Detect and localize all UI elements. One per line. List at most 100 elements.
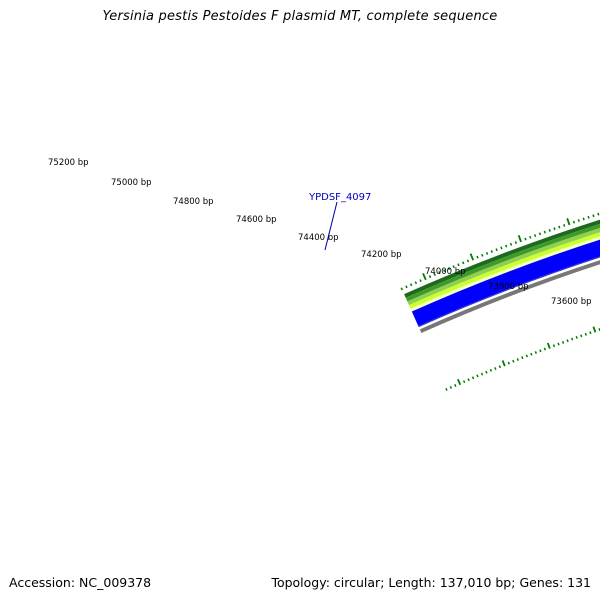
outer-minor-tick xyxy=(476,255,479,259)
outer-minor-tick xyxy=(505,244,508,248)
ring-yellow-green xyxy=(408,232,600,309)
accession-info: Accession: NC_009378 xyxy=(9,575,151,590)
inner-minor-tick xyxy=(489,368,493,372)
gene-label-ypdsf-4097[interactable]: YPDSF_4097 xyxy=(308,192,371,203)
tick-label: 74600 bp xyxy=(236,215,277,225)
outer-minor-tick xyxy=(481,253,484,257)
inner-minor-tick xyxy=(516,358,519,361)
inner-minor-tick xyxy=(530,352,533,356)
genes-label: Genes: xyxy=(519,575,564,590)
ring-pale-yellow xyxy=(410,236,600,312)
tick-label: 74200 bp xyxy=(361,250,402,260)
inner-minor-tick xyxy=(580,334,583,338)
inner-minor-tick xyxy=(449,386,453,389)
ring-light-green xyxy=(407,228,600,306)
outer-minor-tick xyxy=(534,234,537,237)
inner-minor-tick xyxy=(445,387,448,391)
outer-major-tick xyxy=(422,272,427,281)
inner-minor-tick xyxy=(454,384,457,387)
inner-minor-tick xyxy=(480,372,484,376)
inner-minor-tick xyxy=(543,347,547,351)
inner-minor-tick xyxy=(539,349,542,353)
inner-minor-tick xyxy=(552,344,556,348)
outer-minor-tick xyxy=(524,237,527,241)
inner-minor-tick xyxy=(507,361,510,365)
outer-minor-tick xyxy=(490,250,493,254)
inner-major-tick xyxy=(592,326,597,333)
ring-gray xyxy=(419,260,600,333)
ring-blue xyxy=(411,239,600,327)
outer-major-tick xyxy=(566,218,571,226)
ring-blue-edge xyxy=(418,256,600,328)
inner-ruler-ticks xyxy=(445,326,600,391)
inner-minor-tick xyxy=(557,342,560,346)
inner-major-tick xyxy=(457,378,462,386)
ring-outer-dark-green xyxy=(404,219,600,298)
outer-minor-tick xyxy=(582,217,585,221)
tick-label: 74400 bp xyxy=(298,233,339,243)
outer-minor-tick xyxy=(553,227,556,231)
outer-minor-tick xyxy=(419,279,422,283)
inner-minor-tick xyxy=(462,380,466,384)
outer-minor-tick xyxy=(577,219,580,222)
outer-minor-tick xyxy=(438,271,441,275)
inner-minor-tick xyxy=(467,378,470,382)
outer-minor-tick xyxy=(485,251,489,255)
inner-minor-tick xyxy=(476,374,479,378)
genes-value: 131 xyxy=(567,575,591,590)
topology-value: circular xyxy=(333,575,381,590)
feature-rings xyxy=(404,219,600,333)
outer-minor-tick xyxy=(538,232,542,236)
gene-callout[interactable]: YPDSF_4097 xyxy=(308,192,371,251)
inner-minor-tick xyxy=(525,354,528,358)
inner-minor-tick xyxy=(471,376,475,380)
outer-ruler-ticks xyxy=(400,212,600,291)
sequence-summary: Topology: circular; Length: 137,010 bp; … xyxy=(271,575,591,590)
outer-minor-tick xyxy=(543,230,546,234)
outer-minor-tick xyxy=(563,223,566,227)
inner-major-tick xyxy=(501,360,506,367)
outer-minor-tick xyxy=(414,281,418,285)
outer-minor-tick xyxy=(466,259,470,263)
ring-green xyxy=(405,223,600,302)
outer-minor-tick xyxy=(548,228,551,232)
outer-minor-tick xyxy=(433,273,436,277)
outer-minor-tick xyxy=(462,261,465,265)
outer-minor-tick xyxy=(529,235,532,239)
outer-minor-tick xyxy=(514,241,517,244)
accession-label: Accession: xyxy=(9,575,76,590)
outer-minor-tick xyxy=(457,263,460,267)
outer-minor-tick xyxy=(495,248,498,252)
length-label: Length: xyxy=(388,575,436,590)
outer-minor-tick xyxy=(500,246,503,250)
tick-label: 74000 bp xyxy=(425,267,466,277)
inner-minor-tick xyxy=(571,337,574,341)
outer-minor-tick xyxy=(447,267,451,271)
map-title: Yersinia pestis Pestoides F plasmid MT, … xyxy=(102,9,498,24)
inner-minor-tick xyxy=(584,332,587,336)
outer-minor-tick xyxy=(405,285,408,289)
outer-minor-tick xyxy=(597,212,600,216)
inner-minor-tick xyxy=(494,367,497,370)
inner-minor-tick xyxy=(566,339,569,343)
topology-label: Topology: xyxy=(271,575,330,590)
outer-major-tick xyxy=(469,253,475,261)
inner-minor-tick xyxy=(512,359,515,363)
inner-minor-tick xyxy=(561,340,565,344)
inner-major-tick xyxy=(546,342,551,349)
length-value: 137,010 bp xyxy=(439,575,512,590)
outer-major-tick xyxy=(517,235,522,243)
inner-minor-tick xyxy=(589,331,592,335)
ruler-tick-labels: 75200 bp 75000 bp 74800 bp 74600 bp 74400 bp… xyxy=(48,158,592,307)
inner-minor-tick xyxy=(498,365,502,369)
inner-minor-tick xyxy=(521,356,524,360)
outer-minor-tick xyxy=(572,220,576,224)
outer-minor-tick xyxy=(409,283,413,287)
outer-minor-tick xyxy=(452,265,455,269)
outer-minor-tick xyxy=(400,287,403,291)
tick-label: 73800 bp xyxy=(488,282,529,292)
inner-minor-tick xyxy=(485,370,488,374)
tick-label: 74800 bp xyxy=(173,197,214,207)
outer-minor-tick xyxy=(428,275,432,279)
tick-label: 75000 bp xyxy=(111,178,152,188)
